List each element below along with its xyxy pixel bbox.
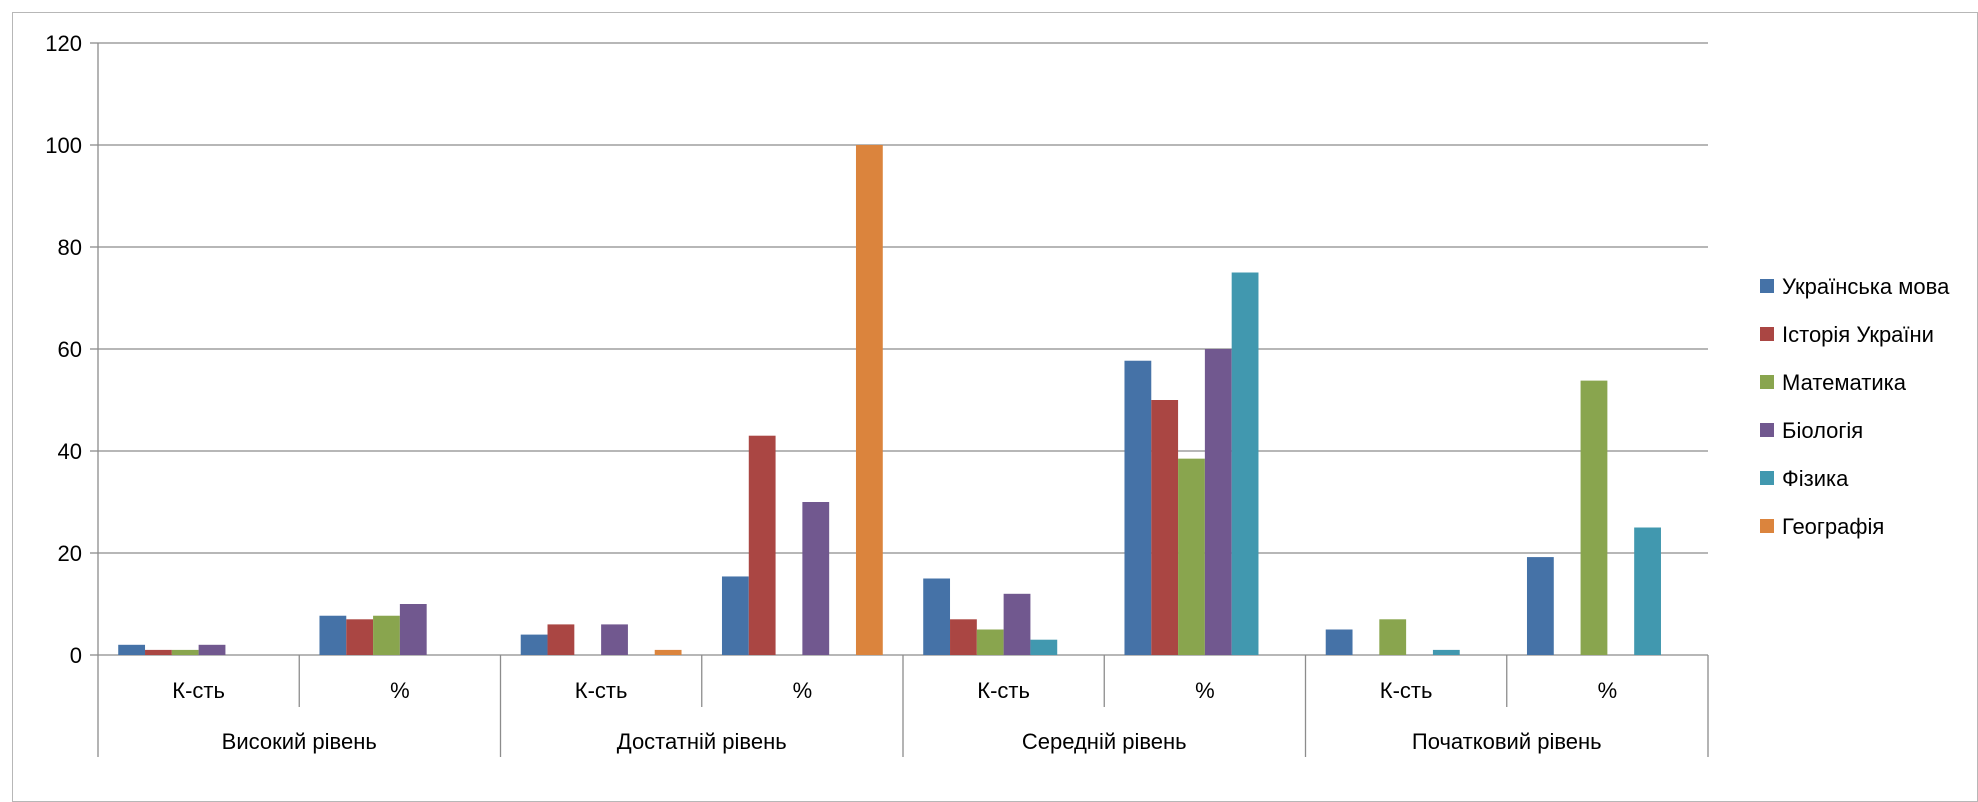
y-tick-label: 0 xyxy=(70,643,82,668)
legend-label: Математика xyxy=(1782,370,1907,395)
y-tick-label: 60 xyxy=(58,337,82,362)
category-label: К-сть xyxy=(172,678,225,703)
bar xyxy=(1178,458,1205,655)
bar xyxy=(171,649,199,655)
bar xyxy=(1634,527,1661,655)
bar xyxy=(802,502,830,655)
bar xyxy=(1325,629,1353,655)
bar xyxy=(319,615,347,655)
legend-swatch xyxy=(1760,423,1774,437)
bar xyxy=(1432,649,1460,655)
legend-swatch xyxy=(1760,519,1774,533)
legend-swatch xyxy=(1760,471,1774,485)
category-label: К-сть xyxy=(1380,678,1433,703)
bar xyxy=(721,576,749,655)
category-label: % xyxy=(1598,678,1618,703)
category-label: % xyxy=(1195,678,1215,703)
y-tick-label: 120 xyxy=(45,31,82,56)
group-label: Високий рівень xyxy=(222,729,377,754)
bar xyxy=(145,649,172,655)
bar xyxy=(373,615,400,655)
chart-frame xyxy=(12,12,1978,802)
category-label: % xyxy=(390,678,410,703)
legend-label: Фізика xyxy=(1782,466,1849,491)
legend-label: Історія України xyxy=(1782,322,1934,347)
bar xyxy=(399,604,427,655)
legend-label: Біологія xyxy=(1782,418,1863,443)
legend-swatch xyxy=(1760,327,1774,341)
group-label: Початковий рівень xyxy=(1412,729,1602,754)
bar xyxy=(346,619,374,655)
group-label: Достатній рівень xyxy=(617,729,787,754)
bar xyxy=(923,578,951,655)
bar xyxy=(950,619,977,655)
legend-swatch xyxy=(1760,375,1774,389)
bar xyxy=(748,435,776,655)
legend-label: Географія xyxy=(1782,514,1884,539)
bar xyxy=(855,145,883,655)
bar xyxy=(601,624,628,655)
category-label: К-сть xyxy=(575,678,628,703)
category-label: % xyxy=(793,678,813,703)
bar xyxy=(547,624,575,655)
legend-swatch xyxy=(1760,279,1774,293)
y-tick-label: 100 xyxy=(45,133,82,158)
y-tick-label: 80 xyxy=(58,235,82,260)
y-tick-label: 20 xyxy=(58,541,82,566)
bar xyxy=(1204,349,1232,655)
group-label: Середній рівень xyxy=(1022,729,1187,754)
bar xyxy=(1580,380,1608,655)
bar xyxy=(1379,619,1407,655)
bar xyxy=(1124,360,1152,655)
bar xyxy=(976,629,1004,655)
category-label: К-сть xyxy=(977,678,1030,703)
bar xyxy=(1151,400,1179,655)
bar xyxy=(198,644,226,655)
bar xyxy=(654,649,682,655)
bar xyxy=(118,644,146,655)
legend-label: Українська мова xyxy=(1782,274,1950,299)
y-tick-label: 40 xyxy=(58,439,82,464)
bar xyxy=(1526,557,1554,655)
bar xyxy=(1030,639,1058,655)
bar xyxy=(1231,272,1259,655)
bar xyxy=(1003,593,1031,655)
bar xyxy=(520,634,548,655)
